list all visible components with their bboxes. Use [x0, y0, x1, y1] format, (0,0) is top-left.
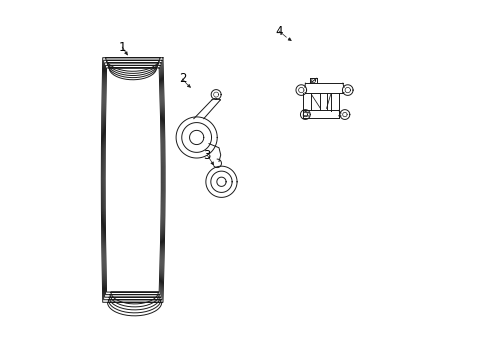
Text: 1: 1 [118, 41, 126, 54]
Text: 4: 4 [275, 24, 283, 38]
Text: 2: 2 [178, 72, 186, 85]
Text: 3: 3 [203, 149, 210, 162]
